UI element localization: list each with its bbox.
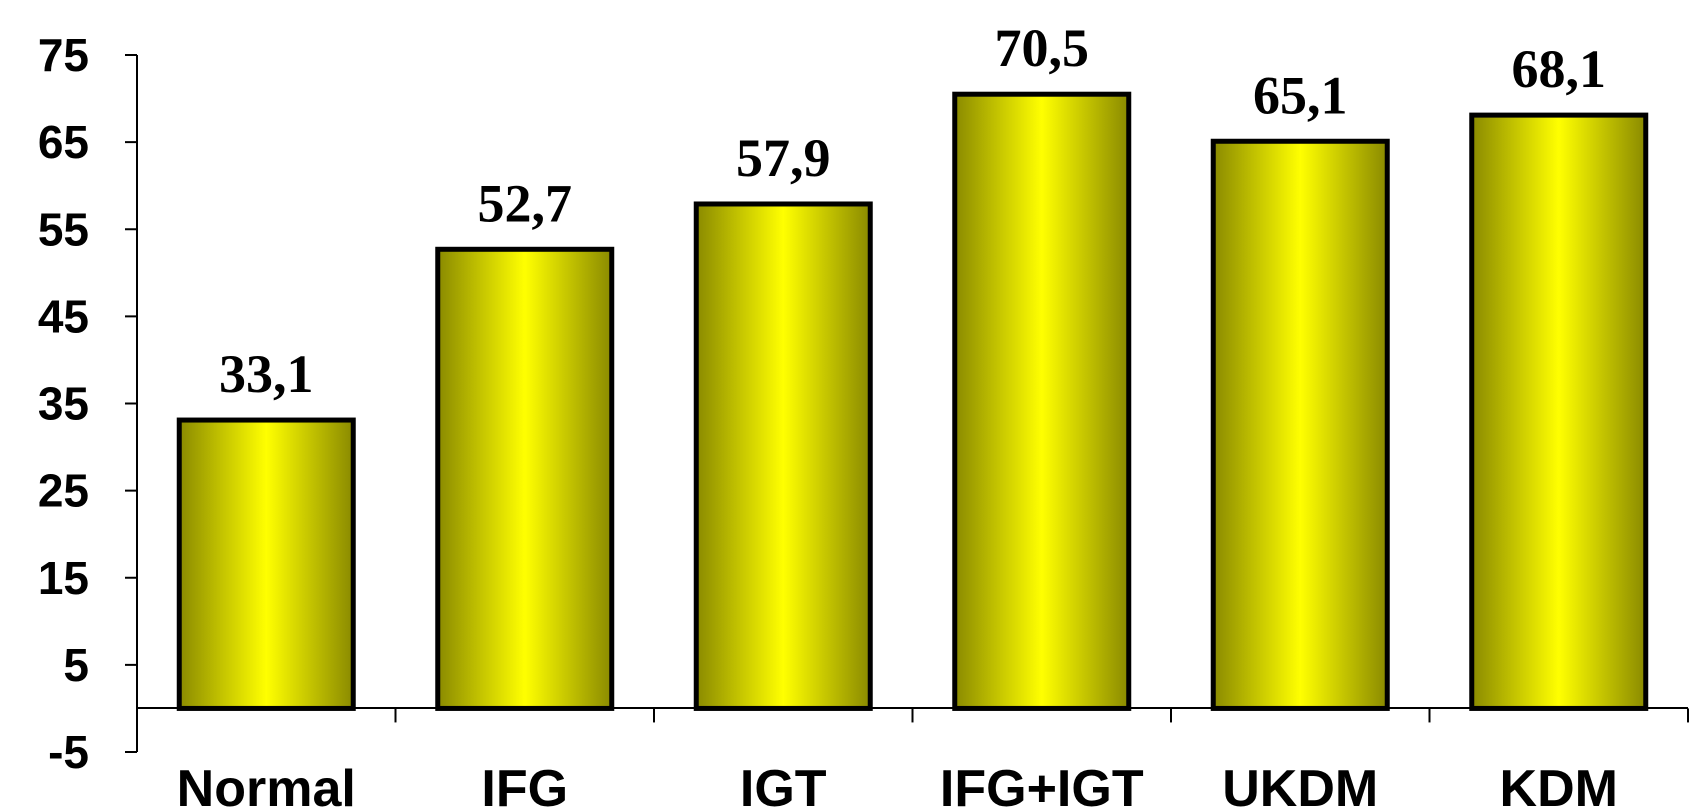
data-label: 65,1 (1253, 65, 1348, 125)
data-label: 52,7 (478, 173, 573, 233)
x-tick-label: IFG+IGT (940, 760, 1144, 811)
y-tick-label: 55 (38, 203, 89, 255)
x-tick-label: KDM (1500, 760, 1618, 811)
data-label: 33,1 (219, 344, 314, 404)
bar-kdm (1469, 112, 1649, 711)
y-tick-label: 5 (63, 639, 89, 691)
y-tick-label: 65 (38, 116, 89, 168)
x-axis-labels: Normal IFG IGT IFG+IGT UKDM KDM (177, 760, 1618, 811)
data-label: 68,1 (1512, 39, 1607, 99)
y-tick-label: -5 (48, 726, 89, 778)
x-tick-label: IGT (740, 760, 827, 811)
data-label: 70,5 (995, 18, 1090, 78)
x-axis-ticks (394, 708, 1689, 723)
x-tick-label: UKDM (1222, 760, 1378, 811)
bars (176, 91, 1649, 711)
y-tick-label: 25 (38, 465, 89, 517)
data-labels: 33,1 52,7 57,9 70,5 65,1 68,1 (219, 18, 1606, 404)
y-tick-label: 75 (38, 29, 89, 81)
y-tick-label: 15 (38, 552, 89, 604)
bar-normal (176, 417, 356, 711)
x-tick-label: Normal (177, 760, 356, 811)
bar-ifg-igt (952, 91, 1132, 711)
bar-ifg (435, 246, 615, 711)
y-tick-label: 45 (38, 290, 89, 342)
data-label: 57,9 (736, 128, 831, 188)
bar-ukdm (1210, 138, 1390, 711)
y-axis-ticks: -5 5 15 25 35 45 55 65 75 (38, 29, 137, 778)
y-tick-label: 35 (38, 378, 89, 430)
x-tick-label: IFG (481, 760, 568, 811)
bar-igt (693, 201, 873, 711)
